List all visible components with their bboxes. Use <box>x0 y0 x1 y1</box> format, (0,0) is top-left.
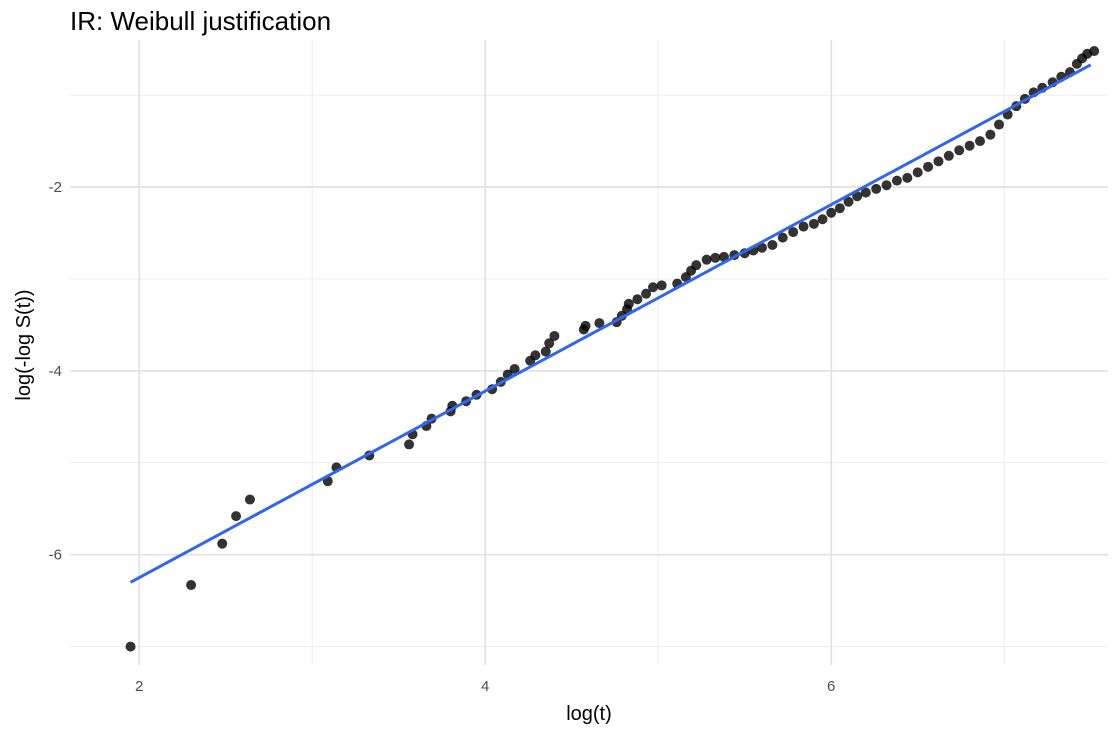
minor-gridlines <box>70 40 1108 665</box>
data-point <box>632 294 643 305</box>
data-point <box>623 298 634 309</box>
y-tick-label: -6 <box>49 547 62 564</box>
data-point <box>871 183 882 194</box>
data-point <box>985 129 996 140</box>
data-point <box>798 221 809 232</box>
x-tick-label: 2 <box>135 678 143 695</box>
data-point <box>718 251 729 262</box>
data-point <box>244 494 255 505</box>
data-point <box>834 203 845 214</box>
data-point <box>641 288 652 299</box>
x-tick-label: 6 <box>827 678 835 695</box>
data-point <box>217 538 228 549</box>
x-axis-ticks: 2 4 6 <box>135 678 835 695</box>
y-tick-label: -2 <box>49 179 62 196</box>
data-point <box>701 254 712 265</box>
chart-title: IR: Weibull justification <box>70 6 332 36</box>
y-axis-ticks: -6 -4 -2 <box>49 179 62 564</box>
fit-line <box>129 63 1092 584</box>
data-point <box>580 320 591 331</box>
data-point <box>954 145 965 156</box>
data-points <box>125 46 1100 652</box>
x-axis-title: log(t) <box>566 703 612 725</box>
fit-line-layer <box>129 63 1092 584</box>
data-point <box>788 227 799 238</box>
data-point <box>1089 46 1100 57</box>
data-point <box>923 161 934 172</box>
data-point <box>656 280 667 291</box>
data-point <box>843 196 854 207</box>
data-point <box>852 191 863 202</box>
major-gridlines <box>70 40 1108 665</box>
data-point <box>912 167 923 178</box>
data-point <box>777 232 788 243</box>
data-point <box>817 214 828 225</box>
data-point <box>994 119 1005 130</box>
data-point <box>964 140 975 151</box>
data-point <box>594 318 605 329</box>
data-point <box>509 364 520 375</box>
data-point <box>125 641 136 652</box>
y-axis-title: log(-log S(t)) <box>13 289 35 400</box>
data-point <box>860 187 871 198</box>
data-point <box>186 580 197 591</box>
data-point <box>943 150 954 161</box>
data-point <box>767 239 778 250</box>
data-point <box>544 338 555 349</box>
data-point <box>691 260 702 271</box>
data-point <box>530 350 541 361</box>
x-tick-label: 4 <box>481 678 489 695</box>
data-point <box>648 282 659 293</box>
data-point <box>404 439 415 450</box>
data-point <box>710 252 721 263</box>
data-point <box>881 180 892 191</box>
data-point <box>826 207 837 218</box>
data-point <box>808 218 819 229</box>
y-tick-label: -4 <box>49 363 62 380</box>
data-point <box>231 511 242 522</box>
data-point <box>891 175 902 186</box>
data-point <box>902 172 913 183</box>
data-point <box>757 242 767 253</box>
data-point <box>549 330 560 341</box>
data-point <box>933 156 944 167</box>
data-point <box>974 136 985 147</box>
data-point <box>540 346 551 357</box>
